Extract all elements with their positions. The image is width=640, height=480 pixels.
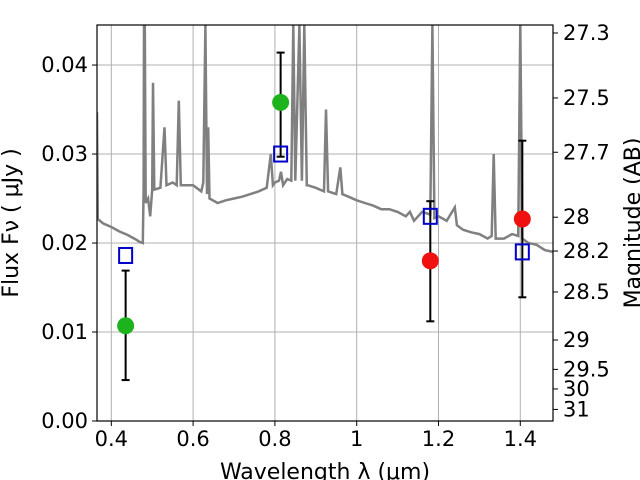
x-tick-label-2: 0.8: [258, 427, 291, 451]
y-tick-label-1: 0.01: [41, 320, 88, 344]
y-axis-ticks: 0.00 0.01 0.02 0.03 0.04: [41, 53, 97, 433]
y2-tick-label-2: 27.7: [563, 140, 610, 164]
x-tick-label-3: 1: [350, 427, 363, 451]
y-tick-label-2: 0.02: [41, 231, 88, 255]
square-marker-3: [514, 243, 530, 261]
error-bars-layer: [121, 51, 527, 382]
y-tick-label-3: 0.03: [41, 142, 88, 166]
y-axis-label: Flux Fν ( μJy ): [0, 148, 24, 297]
grid-lines: [97, 25, 553, 422]
red-point-1: [513, 210, 531, 228]
x-axis-ticks: 0.4 0.6 0.8 1 1.2 1.4: [95, 421, 537, 451]
plot-frame: [96, 24, 554, 422]
y2-tick-label-6: 29: [563, 328, 590, 352]
green-point-0: [117, 317, 135, 335]
x-tick-label-5: 1.4: [504, 427, 537, 451]
y2-tick-label-8: 30: [563, 377, 590, 401]
model-spectrum-layer: [97, 25, 553, 254]
square-marker-1: [273, 145, 289, 163]
y-tick-label-0: 0.00: [41, 409, 88, 433]
x-tick-label-0: 0.4: [95, 427, 128, 451]
x-tick-label-1: 0.6: [176, 427, 209, 451]
red-point-0: [421, 252, 439, 270]
x-tick-label-4: 1.2: [422, 427, 455, 451]
y2-tick-label-9: 31: [563, 397, 590, 421]
y2-tick-label-4: 28.2: [563, 239, 610, 263]
square-marker-2: [422, 207, 438, 225]
y2-tick-label-7: 29.5: [563, 357, 610, 381]
y2-axis-label: Magnitude (AB): [621, 138, 640, 309]
green-point-1: [272, 93, 290, 111]
y2-tick-label-3: 28: [563, 205, 590, 229]
square-marker-0: [118, 246, 134, 264]
y2-tick-label-1: 27.5: [563, 86, 610, 110]
data-points-layer: [117, 93, 531, 335]
y2-tick-label-0: 27.3: [563, 21, 610, 45]
y-tick-label-4: 0.04: [41, 53, 88, 77]
x-axis-label: Wavelength λ (μm): [220, 460, 430, 480]
model-spectrum-line: [97, 25, 553, 254]
y2-tick-label-5: 28.5: [563, 280, 610, 304]
